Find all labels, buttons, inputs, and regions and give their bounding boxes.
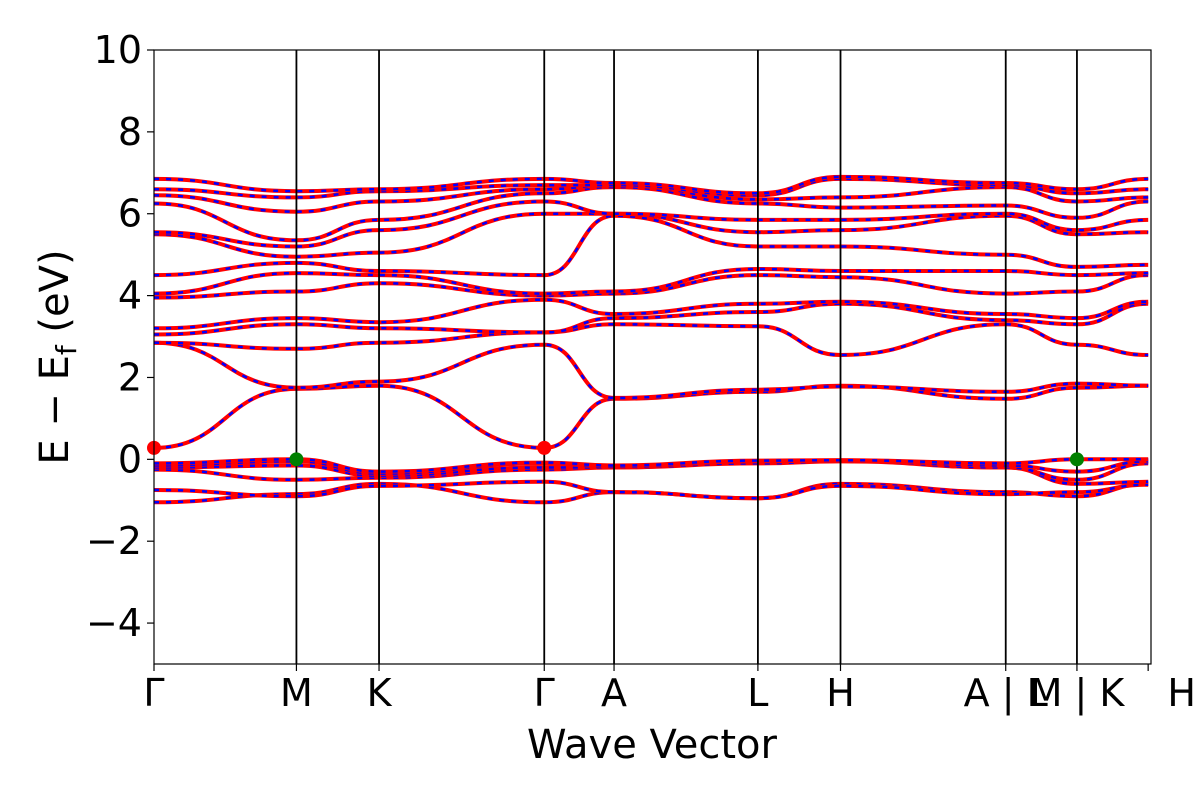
marker-cbm-1	[537, 440, 552, 455]
x-axis-label: Wave Vector	[527, 722, 778, 768]
x-tick-label-3: Γ	[534, 671, 555, 715]
y-axis-label-unit: (eV)	[32, 249, 78, 332]
y-tick-label-0: −4	[86, 601, 142, 645]
band-line-dashed-6	[153, 384, 1149, 450]
band-line-dashed-10	[153, 298, 1149, 330]
band-line-dashed-5	[153, 458, 1149, 473]
band-line-dashed-3	[153, 460, 1149, 482]
y-tick-label-2: 0	[118, 437, 142, 481]
band-line-dashed-9	[153, 302, 1149, 336]
y-tick-label-3: 2	[118, 355, 142, 399]
marker-vbm-2	[289, 452, 304, 467]
y-axis-label-main: E − E	[32, 355, 78, 465]
x-tick-label-2: K	[367, 671, 393, 715]
y-axis-ticks: −4 −2 0 2 4 6 8 10	[86, 28, 154, 645]
x-axis-ticks: Γ M K Γ A L H A | LM | K H	[143, 664, 1196, 716]
y-tick-label-5: 6	[118, 192, 142, 236]
plot-frame	[153, 49, 1152, 665]
y-axis-label-subscript: f	[50, 344, 83, 355]
band-line-11	[153, 273, 1149, 300]
band-line-dashed-18	[153, 177, 1149, 199]
band-line-dashed-1	[153, 480, 1149, 500]
x-tick-label-9: H	[1167, 671, 1196, 715]
x-tick-label-4: A	[601, 671, 627, 715]
band-line-dashed-13	[153, 214, 1149, 277]
x-tick-label-6: H	[826, 671, 855, 715]
x-tick-label-5: L	[747, 671, 768, 715]
x-tick-label-1: M	[280, 671, 313, 715]
y-tick-label-7: 10	[94, 28, 142, 72]
marker-vbm-3	[1069, 452, 1084, 467]
band-line-8	[153, 322, 1149, 358]
x-tick-label-7: A | L	[964, 671, 1048, 716]
extrema-markers	[147, 440, 1084, 467]
y-axis-label: E − Ef (eV)	[32, 249, 83, 464]
x-tick-label-8: M | K	[1030, 671, 1126, 716]
band-line-dashed-15	[153, 200, 1149, 248]
y-tick-label-4: 4	[118, 274, 142, 318]
band-line-dashed-16	[153, 185, 1149, 242]
kpoint-separators	[295, 50, 1078, 664]
band-line-dashed-7	[153, 341, 1149, 400]
band-lines	[153, 174, 1149, 505]
band-line-dashed-14	[153, 212, 1149, 258]
band-line-1	[153, 479, 1149, 501]
y-tick-label-1: −2	[86, 519, 142, 563]
band-line-dashed-19	[153, 175, 1149, 195]
x-tick-label-0: Γ	[143, 671, 164, 715]
band-line-12	[153, 266, 1149, 296]
band-line-dashed-8	[153, 323, 1149, 357]
y-tick-label-6: 8	[118, 110, 142, 154]
